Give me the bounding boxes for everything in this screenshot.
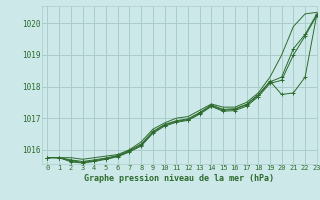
X-axis label: Graphe pression niveau de la mer (hPa): Graphe pression niveau de la mer (hPa) — [84, 174, 274, 183]
